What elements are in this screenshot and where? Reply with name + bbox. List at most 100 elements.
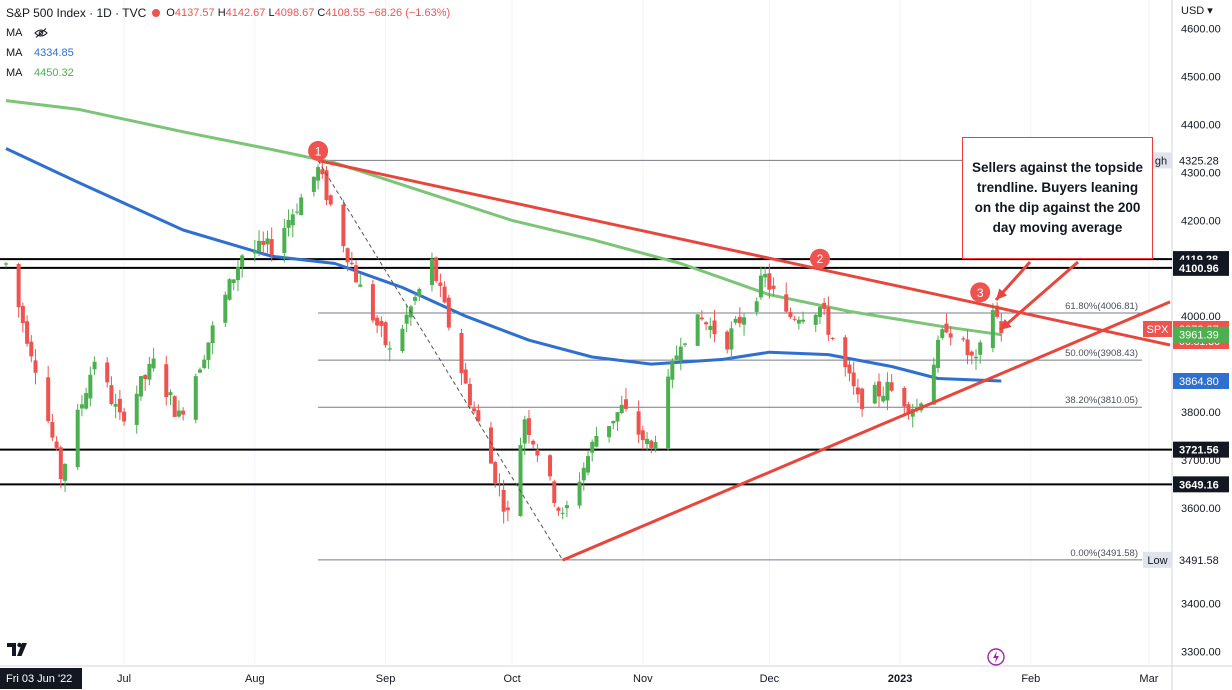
candle-body bbox=[25, 321, 30, 344]
candle-body bbox=[754, 301, 759, 312]
candle-body bbox=[122, 411, 127, 422]
candle-body bbox=[607, 426, 612, 438]
open-value: 4137.57 bbox=[174, 7, 215, 19]
candle-body bbox=[147, 363, 152, 380]
x-tick-label: Aug bbox=[245, 673, 265, 685]
candle-body bbox=[564, 505, 569, 509]
level-price-tag bbox=[1173, 476, 1229, 493]
candle-body bbox=[370, 284, 375, 321]
candle-body bbox=[63, 463, 68, 481]
x-tick-label: Jul bbox=[117, 673, 131, 685]
candle-body bbox=[84, 393, 89, 409]
candle-body bbox=[206, 342, 211, 360]
x-tick-label: Feb bbox=[1021, 673, 1040, 685]
candle-body bbox=[311, 176, 316, 192]
candle-body bbox=[354, 265, 359, 283]
candle-body bbox=[75, 409, 80, 468]
marker-circle bbox=[809, 248, 830, 269]
candle-body bbox=[299, 197, 304, 216]
candle-body bbox=[556, 507, 561, 511]
candle-body bbox=[902, 387, 907, 407]
replay-lightning-icon[interactable] bbox=[987, 648, 1005, 666]
marker-label: 2 bbox=[817, 252, 824, 266]
candle-body bbox=[231, 279, 236, 283]
candle-body bbox=[383, 322, 388, 346]
candle-body bbox=[594, 435, 599, 447]
candle-body bbox=[404, 314, 409, 324]
support-trendline bbox=[562, 300, 1171, 562]
eye-hidden-icon[interactable] bbox=[34, 28, 48, 38]
candle-body bbox=[792, 318, 797, 320]
plot-area bbox=[0, 0, 1172, 666]
candle-body bbox=[948, 333, 953, 338]
candle-body bbox=[708, 325, 713, 330]
candle-body bbox=[978, 342, 983, 355]
candle-body bbox=[257, 240, 262, 252]
candle-body bbox=[181, 410, 186, 415]
candle-body bbox=[784, 294, 789, 312]
candle-body bbox=[733, 318, 738, 323]
candle-body bbox=[467, 383, 472, 406]
candle-body bbox=[758, 275, 763, 298]
marker-label: 1 bbox=[315, 144, 322, 158]
y-tick-label: 4200.00 bbox=[1181, 215, 1221, 227]
candle-body bbox=[442, 286, 447, 303]
candle-body bbox=[446, 297, 451, 328]
candle-body bbox=[813, 314, 818, 325]
candle-body bbox=[666, 376, 671, 449]
fib-level-label: 61.80%(4006.81) bbox=[1065, 301, 1138, 312]
candle-body bbox=[674, 355, 679, 360]
candle-body bbox=[50, 421, 55, 438]
price-axis-tag bbox=[1173, 152, 1229, 169]
candle-body bbox=[796, 319, 801, 324]
ma-label: MA bbox=[6, 27, 23, 39]
candle-body bbox=[438, 282, 443, 286]
candle-body bbox=[269, 239, 274, 255]
candle-body bbox=[851, 372, 856, 387]
legend-ma-row-3[interactable]: MA 4450.32 bbox=[6, 63, 450, 83]
legend-ma-row-2[interactable]: MA 4334.85 bbox=[6, 43, 450, 63]
candle-body bbox=[552, 481, 557, 504]
low-value: 4098.67 bbox=[274, 7, 315, 19]
y-tick-label: 3300.00 bbox=[1181, 647, 1221, 659]
legend-ma-row-1[interactable]: MA bbox=[6, 23, 450, 43]
close-value: 4108.55 bbox=[325, 7, 366, 19]
candle-body bbox=[974, 356, 978, 359]
candle-body bbox=[645, 438, 650, 445]
candle-body bbox=[20, 306, 25, 324]
y-tick-label: 3800.00 bbox=[1181, 407, 1221, 419]
candle-body bbox=[577, 481, 582, 506]
level-price-tag bbox=[1173, 259, 1229, 276]
price-axis-tag bbox=[1173, 373, 1229, 390]
candle-body bbox=[151, 358, 156, 369]
candle-body bbox=[295, 211, 299, 213]
candle-body bbox=[240, 255, 245, 267]
candle-body bbox=[531, 440, 536, 445]
x-tick-label: Nov bbox=[633, 673, 653, 685]
candle-body bbox=[695, 314, 700, 346]
candle-body bbox=[493, 462, 498, 484]
candle-body bbox=[704, 322, 709, 325]
tradingview-logo-icon[interactable] bbox=[6, 640, 30, 658]
candle-body bbox=[400, 328, 405, 352]
candle-body bbox=[995, 305, 1000, 317]
candle-body bbox=[143, 375, 148, 380]
candle-body bbox=[965, 339, 970, 356]
candle-body bbox=[771, 285, 776, 289]
candle-body bbox=[358, 284, 363, 287]
candle-body bbox=[712, 320, 717, 335]
candle-body bbox=[501, 489, 506, 512]
candle-body bbox=[526, 418, 531, 436]
series-tag bbox=[1150, 152, 1172, 169]
fib-level-label: 38.20%(3810.05) bbox=[1065, 395, 1138, 406]
candle-body bbox=[33, 360, 38, 373]
candle-body bbox=[79, 404, 84, 409]
fib-level-label: 0.00%(3491.58) bbox=[1070, 548, 1138, 559]
series-tag-label: gh bbox=[1155, 155, 1167, 167]
symbol-title[interactable]: S&P 500 Index · 1D · TVC bbox=[6, 6, 147, 20]
candle-body bbox=[210, 325, 215, 344]
ma-value: 4334.85 bbox=[34, 47, 74, 59]
candle-body bbox=[885, 381, 890, 401]
chart-legend: S&P 500 Index · 1D · TVC O4137.57 H4142.… bbox=[6, 3, 450, 83]
